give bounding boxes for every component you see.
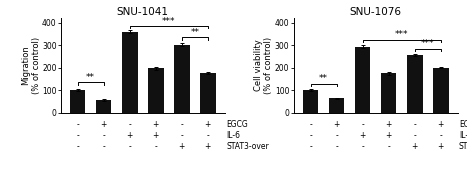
Text: -: - xyxy=(387,142,390,151)
Text: -: - xyxy=(76,131,79,140)
Text: **: ** xyxy=(319,74,328,83)
Text: +: + xyxy=(100,120,107,129)
Bar xyxy=(355,47,370,113)
Text: -: - xyxy=(361,120,364,129)
Text: +: + xyxy=(333,120,340,129)
Text: +: + xyxy=(411,142,418,151)
Text: -: - xyxy=(413,131,416,140)
Bar xyxy=(174,45,190,113)
Bar xyxy=(329,98,344,113)
Text: +: + xyxy=(205,142,211,151)
Text: -: - xyxy=(335,131,338,140)
Text: +: + xyxy=(178,142,185,151)
Text: STAT3-over: STAT3-over xyxy=(226,142,269,151)
Text: -: - xyxy=(102,142,105,151)
Text: ***: *** xyxy=(395,30,409,39)
Text: -: - xyxy=(76,142,79,151)
Title: SNU-1076: SNU-1076 xyxy=(350,7,402,17)
Bar xyxy=(200,73,216,113)
Bar xyxy=(381,73,396,113)
Text: -: - xyxy=(309,120,312,129)
Text: -: - xyxy=(309,131,312,140)
Bar xyxy=(433,68,448,113)
Text: -: - xyxy=(309,142,312,151)
Text: ***: *** xyxy=(421,39,434,48)
Text: +: + xyxy=(360,131,366,140)
Text: -: - xyxy=(76,120,79,129)
Text: IL-6: IL-6 xyxy=(226,131,240,140)
Text: -: - xyxy=(128,120,131,129)
Bar xyxy=(303,90,318,113)
Text: EGCG: EGCG xyxy=(226,120,248,129)
Text: +: + xyxy=(438,142,444,151)
Bar xyxy=(122,32,137,113)
Text: +: + xyxy=(385,131,392,140)
Text: IL-6: IL-6 xyxy=(459,131,467,140)
Text: **: ** xyxy=(86,73,95,82)
Text: -: - xyxy=(206,131,209,140)
Text: +: + xyxy=(385,120,392,129)
Text: EGCG: EGCG xyxy=(459,120,467,129)
Bar xyxy=(70,90,85,113)
Text: +: + xyxy=(153,131,159,140)
Y-axis label: Cell viability
(% of control): Cell viability (% of control) xyxy=(254,37,274,94)
Text: STAT3-over: STAT3-over xyxy=(459,142,467,151)
Text: **: ** xyxy=(190,28,199,37)
Text: -: - xyxy=(128,142,131,151)
Text: -: - xyxy=(155,142,157,151)
Text: -: - xyxy=(180,120,183,129)
Text: +: + xyxy=(127,131,133,140)
Text: -: - xyxy=(335,142,338,151)
Text: -: - xyxy=(102,131,105,140)
Text: -: - xyxy=(413,120,416,129)
Text: ***: *** xyxy=(162,17,176,26)
Bar xyxy=(148,68,163,113)
Text: -: - xyxy=(361,142,364,151)
Y-axis label: Migration
(% of control): Migration (% of control) xyxy=(21,37,41,94)
Bar xyxy=(407,55,423,113)
Text: -: - xyxy=(180,131,183,140)
Text: +: + xyxy=(205,120,211,129)
Text: +: + xyxy=(438,120,444,129)
Bar xyxy=(96,100,112,113)
Text: -: - xyxy=(439,131,442,140)
Text: +: + xyxy=(153,120,159,129)
Title: SNU-1041: SNU-1041 xyxy=(117,7,169,17)
